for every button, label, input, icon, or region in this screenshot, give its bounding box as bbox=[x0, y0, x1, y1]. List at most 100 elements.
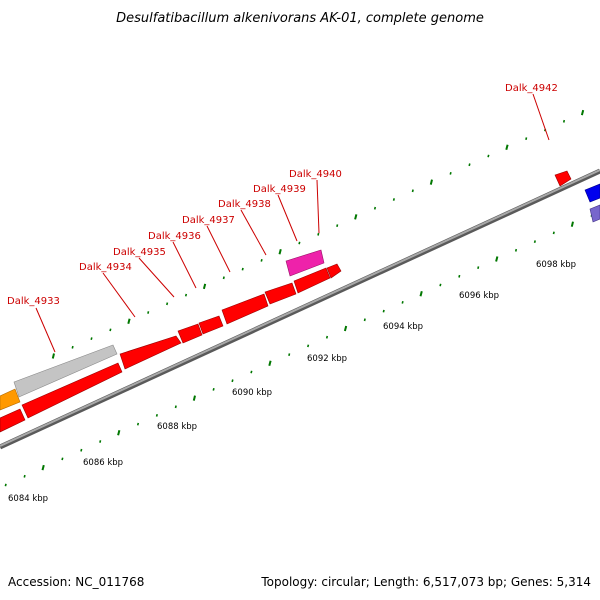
minor-tick bbox=[336, 224, 339, 227]
major-tick bbox=[278, 248, 282, 255]
genome-title: Desulfatibacillum alkenivorans AK-01, co… bbox=[116, 11, 484, 26]
major-tick bbox=[354, 214, 358, 220]
genome-summary: Topology: circular; Length: 6,517,073 bp… bbox=[260, 575, 591, 589]
gene-red bbox=[0, 408, 26, 433]
minor-tick bbox=[71, 345, 74, 349]
minor-tick bbox=[552, 231, 555, 235]
tick-row-inner bbox=[4, 214, 593, 487]
kbp-label: 6092 kbp bbox=[307, 354, 347, 364]
kbp-label: 6094 kbp bbox=[383, 322, 423, 332]
gene-red bbox=[264, 282, 297, 305]
major-tick bbox=[127, 318, 131, 324]
minor-tick bbox=[317, 232, 320, 236]
gene-blue bbox=[584, 183, 600, 203]
kbp-label: 6098 kbp bbox=[536, 260, 576, 270]
minor-tick bbox=[325, 335, 329, 339]
minor-tick bbox=[458, 274, 461, 278]
gene-label: Dalk_4939 bbox=[253, 184, 306, 195]
major-tick bbox=[41, 464, 45, 471]
gene-red bbox=[221, 293, 269, 325]
minor-tick bbox=[468, 163, 471, 167]
gene-red bbox=[177, 323, 203, 344]
minor-tick bbox=[99, 440, 102, 443]
minor-tick bbox=[136, 422, 140, 426]
minor-tick bbox=[80, 448, 83, 452]
minor-tick bbox=[533, 240, 536, 243]
minor-tick bbox=[392, 198, 395, 201]
minor-tick bbox=[250, 370, 253, 374]
minor-tick bbox=[23, 474, 26, 478]
major-tick bbox=[580, 109, 585, 116]
gene-red bbox=[198, 315, 224, 335]
gene-label: Dalk_4935 bbox=[113, 247, 166, 258]
minor-tick bbox=[109, 328, 112, 332]
minor-tick bbox=[449, 172, 452, 175]
major-tick bbox=[117, 430, 121, 436]
gene-red bbox=[293, 267, 331, 294]
minor-tick bbox=[166, 302, 169, 306]
kbp-label: 6086 kbp bbox=[83, 458, 123, 468]
major-tick bbox=[51, 353, 55, 359]
kbp-label: 6096 kbp bbox=[459, 291, 499, 301]
gene-label: Dalk_4933 bbox=[7, 296, 60, 307]
minor-tick bbox=[382, 309, 385, 313]
gene-label-leaders bbox=[35, 93, 550, 353]
minor-tick bbox=[288, 353, 291, 356]
minor-tick bbox=[155, 414, 158, 417]
minor-tick bbox=[298, 241, 301, 245]
minor-tick bbox=[307, 344, 310, 348]
gene-magenta bbox=[285, 249, 325, 277]
minor-tick bbox=[514, 248, 518, 252]
minor-tick bbox=[231, 379, 234, 383]
gene-label: Dalk_4938 bbox=[218, 199, 271, 210]
major-tick bbox=[429, 179, 433, 185]
gene-red bbox=[326, 263, 342, 279]
major-tick bbox=[268, 360, 272, 367]
minor-tick bbox=[525, 137, 528, 140]
minor-tick bbox=[184, 293, 188, 297]
minor-tick bbox=[363, 318, 366, 322]
minor-tick bbox=[147, 311, 150, 314]
gene-red bbox=[21, 362, 123, 419]
minor-tick bbox=[411, 189, 414, 193]
tick-row-outer bbox=[51, 109, 585, 359]
gene-features bbox=[0, 170, 600, 433]
gene-label: Dalk_4940 bbox=[289, 169, 342, 180]
minor-tick bbox=[4, 483, 7, 487]
kbp-label: 6084 kbp bbox=[8, 494, 48, 504]
gene-label: Dalk_4934 bbox=[79, 262, 132, 273]
gene-grey bbox=[13, 344, 118, 398]
gene-orange bbox=[0, 388, 21, 411]
minor-tick bbox=[61, 457, 64, 461]
gene-red bbox=[554, 170, 572, 187]
gene-label: Dalk_4942 bbox=[505, 83, 558, 94]
gene-label: Dalk_4936 bbox=[148, 231, 201, 242]
gene-label: Dalk_4937 bbox=[182, 215, 235, 226]
major-tick bbox=[495, 256, 499, 262]
kbp-label: 6088 kbp bbox=[157, 422, 197, 432]
minor-tick bbox=[373, 206, 377, 210]
minor-tick bbox=[260, 259, 263, 262]
accession: Accession: NC_011768 bbox=[8, 575, 144, 589]
major-tick bbox=[505, 144, 509, 151]
minor-tick bbox=[562, 119, 566, 123]
major-tick bbox=[192, 395, 196, 401]
minor-tick bbox=[401, 301, 404, 304]
minor-tick bbox=[487, 154, 490, 158]
major-tick bbox=[570, 221, 574, 227]
backbone bbox=[0, 168, 600, 450]
gene-red bbox=[119, 335, 182, 370]
minor-tick bbox=[174, 405, 177, 409]
major-tick bbox=[343, 325, 348, 332]
kbp-label: 6090 kbp bbox=[232, 388, 272, 398]
kbp-labels: 6084 kbp 6086 kbp 6088 kbp 6090 kbp 6092… bbox=[8, 260, 576, 504]
gene-labels: Dalk_4933 Dalk_4934 Dalk_4935 Dalk_4936 … bbox=[7, 83, 558, 307]
major-tick bbox=[202, 283, 207, 290]
minor-tick bbox=[212, 388, 215, 391]
minor-tick bbox=[439, 283, 442, 287]
minor-tick bbox=[241, 267, 244, 271]
gene-slate bbox=[589, 204, 600, 223]
minor-tick bbox=[477, 266, 480, 269]
minor-tick bbox=[90, 337, 93, 340]
